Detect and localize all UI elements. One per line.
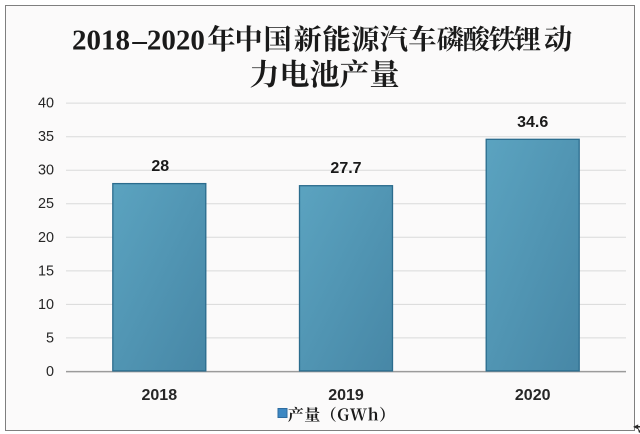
svg-text:2018 –2020: 2018 –2020 (72, 25, 205, 57)
svg-text:2018: 2018 (142, 387, 178, 404)
svg-text:5: 5 (46, 330, 54, 346)
svg-text:15: 15 (38, 263, 54, 279)
svg-text:35: 35 (38, 129, 54, 145)
svg-text:0: 0 (46, 364, 54, 380)
svg-text:25: 25 (38, 196, 54, 212)
svg-text:28: 28 (151, 158, 169, 175)
svg-text:40: 40 (38, 96, 54, 112)
svg-text:10: 10 (38, 297, 54, 313)
svg-text:2019: 2019 (328, 387, 364, 404)
svg-text:34.6: 34.6 (517, 114, 548, 131)
svg-text:2020: 2020 (515, 387, 551, 404)
svg-text:27.7: 27.7 (330, 160, 361, 177)
svg-text:30: 30 (38, 163, 54, 179)
svg-text:20: 20 (38, 230, 54, 246)
